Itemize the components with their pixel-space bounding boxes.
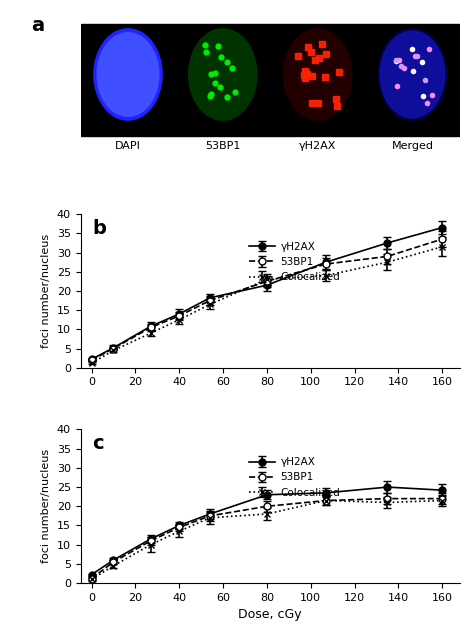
Bar [175, 24, 270, 135]
Y-axis label: foci number/nucleus: foci number/nucleus [41, 234, 51, 348]
Ellipse shape [283, 29, 352, 120]
Text: Merged: Merged [392, 141, 433, 151]
Ellipse shape [94, 29, 162, 120]
X-axis label: Dose, cGy: Dose, cGy [238, 608, 302, 621]
Text: γH2AX: γH2AX [299, 141, 336, 151]
Legend: γH2AX, 53BP1, Colocalized: γH2AX, 53BP1, Colocalized [245, 238, 345, 287]
Ellipse shape [97, 33, 159, 116]
Legend: γH2AX, 53BP1, Colocalized: γH2AX, 53BP1, Colocalized [245, 453, 345, 502]
Ellipse shape [378, 29, 447, 120]
Text: DAPI: DAPI [115, 141, 141, 151]
Ellipse shape [189, 29, 257, 120]
Text: b: b [92, 219, 106, 238]
Bar [270, 24, 365, 135]
Text: c: c [92, 434, 104, 453]
Bar [81, 24, 175, 135]
Ellipse shape [380, 31, 445, 118]
Y-axis label: foci number/nucleus: foci number/nucleus [41, 449, 51, 563]
Text: a: a [31, 16, 45, 35]
Bar [365, 24, 460, 135]
Text: 53BP1: 53BP1 [205, 141, 240, 151]
